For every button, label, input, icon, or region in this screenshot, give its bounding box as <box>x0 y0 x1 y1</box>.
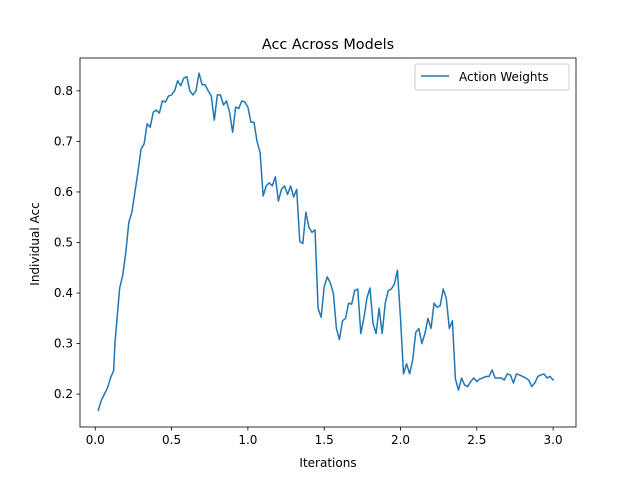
chart-title: Acc Across Models <box>262 37 394 53</box>
series-line-0 <box>97 72 555 412</box>
y-tick-label: 0.4 <box>54 286 73 300</box>
x-tick-label: 3.0 <box>544 433 563 447</box>
x-tick-label: 1.0 <box>238 433 257 447</box>
x-axis-label: Iterations <box>299 456 356 470</box>
y-axis-label: Individual Acc <box>28 202 42 285</box>
y-tick-label: 0.2 <box>54 387 73 401</box>
x-tick-label: 1.5 <box>315 433 334 447</box>
x-tick-label: 0.5 <box>162 433 181 447</box>
y-tick-label: 0.6 <box>54 185 73 199</box>
x-axis: 0.0 0.5 1.0 1.5 2.0 2.5 3.0 <box>86 427 563 447</box>
legend: Action Weights <box>414 63 570 91</box>
plot-area <box>97 72 555 412</box>
y-tick-label: 0.8 <box>54 84 73 98</box>
x-tick-label: 2.0 <box>391 433 410 447</box>
y-tick-label: 0.7 <box>54 134 73 148</box>
x-tick-label: 0.0 <box>86 433 105 447</box>
legend-label: Action Weights <box>459 70 548 84</box>
y-tick-label: 0.5 <box>54 236 73 250</box>
y-axis: 0.2 0.3 0.4 0.5 0.6 0.7 0.8 <box>54 84 80 401</box>
axes-frame <box>79 57 577 428</box>
legend-box <box>414 63 570 91</box>
y-tick-label: 0.3 <box>54 337 73 351</box>
x-tick-label: 2.5 <box>467 433 486 447</box>
